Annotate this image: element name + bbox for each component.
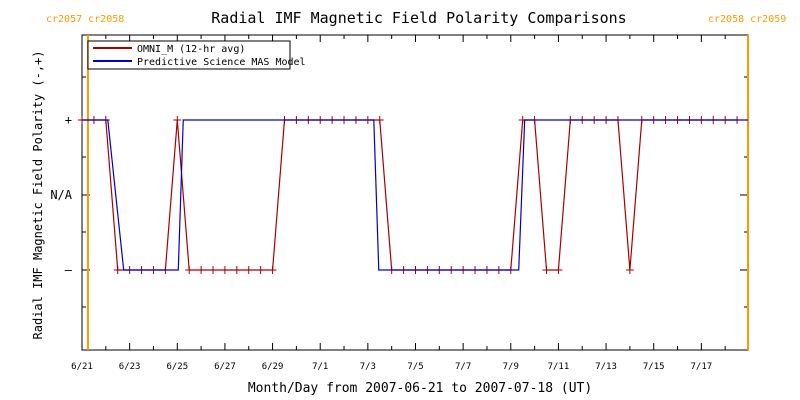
legend: OMNI_M (12-hr avg) Predictive Science MA… (87, 40, 306, 70)
data-point-omni (268, 266, 277, 274)
legend-box (87, 40, 291, 70)
y-axis-label: Radial IMF Magnetic Field Polarity (-,+) (31, 51, 45, 340)
carrington-label-left: cr2057 cr2058 (46, 14, 124, 25)
data-point-omni (113, 266, 122, 274)
data-point-omni (209, 266, 218, 274)
x-tick-label: 7/11 (548, 362, 570, 372)
data-point-omni (375, 116, 384, 124)
x-tick-label: 6/25 (166, 362, 188, 372)
data-point-omni (220, 266, 229, 274)
carrington-label-right: cr2058 cr2059 (708, 14, 786, 25)
x-tick-label: 6/21 (71, 362, 93, 372)
data-point-omni (256, 266, 265, 274)
y-axis: + N/A – (50, 76, 748, 308)
data-point-omni (197, 266, 206, 274)
y-tick-label: N/A (50, 188, 72, 202)
legend-label-omni: OMNI_M (12-hr avg) (137, 44, 245, 55)
series-omni (78, 116, 742, 274)
data-point-omni (244, 266, 253, 274)
chart-title: Radial IMF Magnetic Field Polarity Compa… (211, 9, 626, 27)
series-line-mas (82, 119, 748, 271)
data-point-omni (185, 266, 194, 274)
data-point-omni (173, 116, 182, 124)
x-tick-label: 7/3 (360, 362, 376, 372)
x-tick-label: 7/1 (312, 362, 328, 372)
y-tick-label: + (65, 113, 72, 127)
x-tick-label: 6/27 (214, 362, 236, 372)
series-mas (82, 119, 748, 271)
x-tick-label: 7/15 (643, 362, 665, 372)
x-tick-label: 7/17 (691, 362, 713, 372)
y-tick-label: – (65, 263, 73, 277)
carrington-boundaries (86, 35, 749, 350)
axes-frame (81, 34, 749, 351)
x-axis: 6/21 6/23 6/25 6/27 6/29 7/1 7/3 7/5 7/7 7/9 7/11 7… (71, 35, 726, 372)
data-point-omni (232, 266, 241, 274)
data-point-omni (554, 266, 563, 274)
x-tick-label: 7/13 (595, 362, 617, 372)
x-tick-label: 6/23 (119, 362, 141, 372)
plot-frame (81, 34, 749, 351)
x-tick-label: 7/7 (455, 362, 471, 372)
data-point-omni (542, 266, 551, 274)
x-tick-label: 6/29 (262, 362, 284, 372)
data-point-omni (625, 266, 634, 274)
x-tick-label: 7/5 (407, 362, 423, 372)
x-axis-label: Month/Day from 2007-06-21 to 2007-07-18 … (248, 381, 592, 396)
x-tick-label: 7/9 (503, 362, 519, 372)
legend-label-mas: Predictive Science MAS Model (137, 57, 306, 68)
